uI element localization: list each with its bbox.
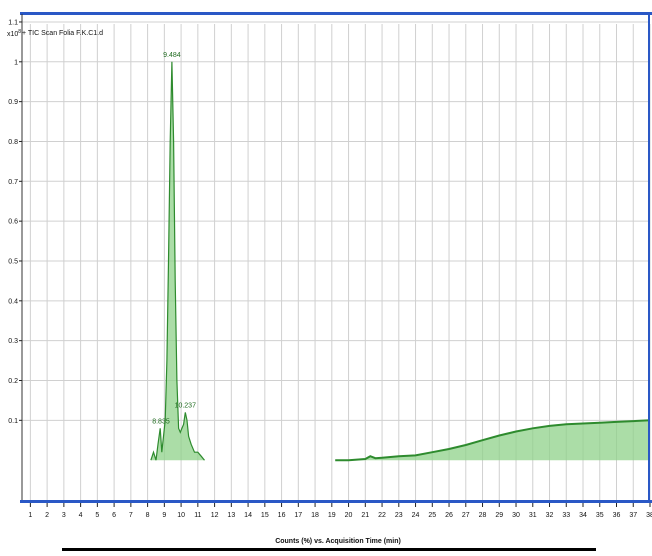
x-tick-label: 29 <box>495 512 503 519</box>
x-tick-label: 12 <box>211 512 219 519</box>
x-tick-label: 4 <box>79 512 83 519</box>
axes: 1 2 3 4 5 6 7 8 9 10 11 12 13 14 15 16 17 18 19 20 21 22 23 24 2… <box>8 19 652 519</box>
y-tick-label: 0.4 <box>8 298 18 305</box>
x-tick-label: 15 <box>261 512 269 519</box>
x-tick-label: 19 <box>328 512 336 519</box>
trace-area-2 <box>335 420 650 461</box>
x-tick-label: 14 <box>244 512 252 519</box>
y-tick-label: 0.3 <box>8 338 18 345</box>
x-tick-label: 26 <box>445 512 453 519</box>
x-tick-label: 10 <box>177 512 185 519</box>
x-axis-label: Counts (%) vs. Acquisition Time (min) <box>275 538 401 545</box>
trace-label: + TIC Scan Folia F.K.C1.d <box>22 30 103 37</box>
x-tick-label: 37 <box>629 512 637 519</box>
peak-annotations: 9.484 8.835 10.237 <box>152 52 196 425</box>
y-tick-label: 1 <box>14 59 18 66</box>
x-tick-label: 33 <box>562 512 570 519</box>
x-tick-label: 21 <box>361 512 369 519</box>
peak-label: 9.484 <box>163 52 181 59</box>
frame-bottom <box>20 500 652 503</box>
y-tick-label: 0.2 <box>8 378 18 385</box>
x-tick-label: 3 <box>62 512 66 519</box>
x-tick-label: 20 <box>345 512 353 519</box>
trace-line-1 <box>150 61 205 461</box>
y-tick-label: 0.5 <box>8 258 18 265</box>
x-tick-label: 2 <box>45 512 49 519</box>
trace-line-2 <box>335 419 651 462</box>
y-tick-label: 0.9 <box>8 99 18 106</box>
grid <box>22 21 651 500</box>
x-tick-label: 13 <box>227 512 235 519</box>
x-tick-label: 35 <box>596 512 604 519</box>
bottom-bar <box>62 548 596 551</box>
x-tick-label: 30 <box>512 512 520 519</box>
x-tick-label: 24 <box>412 512 420 519</box>
y-tick-label: 0.7 <box>8 179 18 186</box>
x-tick-label: 22 <box>378 512 386 519</box>
x-tick-label: 27 <box>462 512 470 519</box>
y-tick-label: 0.8 <box>8 139 18 146</box>
x-tick-label: 25 <box>428 512 436 519</box>
y-tick-label: 1.1 <box>8 19 18 26</box>
peak-label: 8.835 <box>152 418 170 425</box>
x-tick-label: 23 <box>395 512 403 519</box>
x-tick-label: 36 <box>613 512 621 519</box>
plot-frame <box>20 12 652 503</box>
x-tick-label: 7 <box>129 512 133 519</box>
x-tick-label: 11 <box>194 512 201 519</box>
x-tick-label: 32 <box>546 512 554 519</box>
x-tick-label: 18 <box>311 512 319 519</box>
y-exponent: x108 <box>7 29 21 38</box>
x-tick-label: 38 <box>646 512 652 519</box>
y-tick-label: 0.6 <box>8 219 18 226</box>
x-tick-label: 8 <box>146 512 150 519</box>
x-tick-label: 9 <box>162 512 166 519</box>
x-tick-label: 16 <box>278 512 286 519</box>
y-tick-label: 0.1 <box>8 418 18 425</box>
x-tick-label: 6 <box>112 512 116 519</box>
x-tick-label: 28 <box>479 512 487 519</box>
x-tick-label: 17 <box>294 512 302 519</box>
x-tick-label: 34 <box>579 512 587 519</box>
x-tick-label: 1 <box>28 512 32 519</box>
x-tick-label: 5 <box>95 512 99 519</box>
peak-label: 10.237 <box>175 402 197 409</box>
frame-top <box>20 12 652 15</box>
trace-layer <box>150 61 651 462</box>
x-tick-label: 31 <box>529 512 537 519</box>
